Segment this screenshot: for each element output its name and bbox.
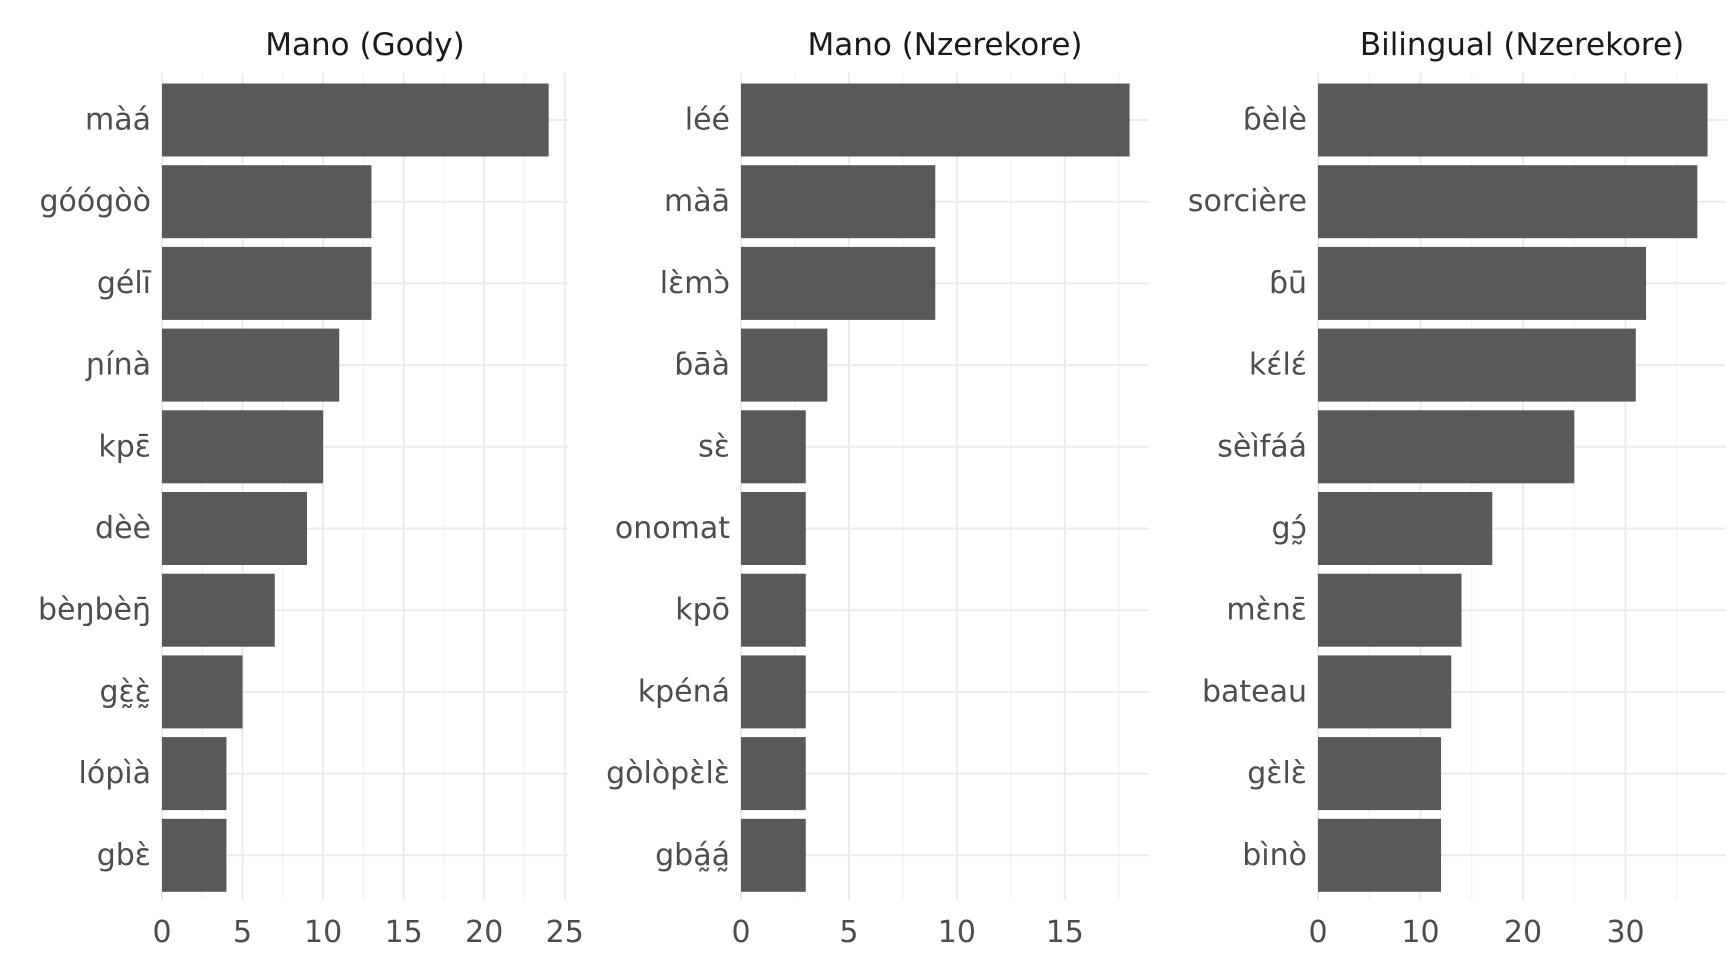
- bar-2: [162, 165, 372, 239]
- bar-10: [162, 818, 227, 892]
- bar-1: [162, 83, 549, 157]
- panel-3: ɓèlè sorcière ɓū kɛ́lɛ́ sèìfáá gɔ̰́ mɛ̀nɛ̄ bate…: [1188, 27, 1726, 950]
- category-label: gbá̰á̰: [655, 838, 730, 873]
- category-label: mɛ̀nɛ̄: [1226, 593, 1307, 628]
- category-label: dèè: [95, 511, 151, 546]
- bar-3: [1318, 246, 1647, 320]
- bar-6: [1318, 492, 1493, 565]
- bar-4: [1318, 328, 1636, 402]
- bar-9: [1318, 737, 1442, 811]
- category-label: gélī: [97, 266, 152, 301]
- category-label: bèŋbèŋ̄: [38, 593, 151, 628]
- x-tick-label: 0: [731, 915, 750, 950]
- x-tick-label: 10: [938, 915, 976, 950]
- x-tick-label: 5: [839, 915, 858, 950]
- category-label: ɓèlè: [1243, 103, 1307, 138]
- category-label: màā: [664, 184, 730, 219]
- category-label: lɛ̀mɔ̀: [660, 266, 730, 301]
- bar-1: [741, 83, 1130, 157]
- category-label: kpō: [675, 593, 730, 628]
- bar-4: [162, 328, 340, 402]
- bar-4: [741, 328, 828, 402]
- category-label: lópìà: [79, 756, 151, 791]
- bar-5: [162, 410, 324, 484]
- category-label: gɛ̰̀ɛ̰̀: [100, 674, 151, 709]
- x-tick-label: 15: [1046, 915, 1084, 950]
- category-label: onomat: [615, 511, 730, 546]
- category-label: gɛ̀lɛ̀: [1247, 756, 1307, 791]
- x-tick-label: 0: [152, 915, 171, 950]
- bar-7: [162, 573, 275, 647]
- panel-2: léé màā lɛ̀mɔ̀ ɓāà sɛ̀ onomat kpō kpéná gòlòpɛ̀l…: [606, 27, 1149, 950]
- bar-7: [741, 573, 806, 647]
- category-label: gɔ̰́: [1271, 511, 1307, 546]
- category-label: kpɛ̄: [98, 429, 151, 464]
- x-tick-label: 10: [304, 915, 342, 950]
- bar-8: [162, 655, 243, 729]
- panel-title: Bilingual (Nzerekore): [1360, 27, 1684, 63]
- bar-9: [741, 737, 806, 811]
- category-label: góógòò: [39, 184, 151, 219]
- category-label: màá: [85, 103, 151, 138]
- category-label: sorcière: [1188, 184, 1307, 219]
- bar-7: [1318, 573, 1462, 647]
- category-label: léé: [685, 103, 730, 138]
- panel-title: Mano (Gody): [265, 27, 464, 63]
- category-label: ɓū: [1269, 266, 1307, 301]
- x-tick-label: 25: [546, 915, 584, 950]
- bar-9: [162, 737, 227, 811]
- category-label: kɛ́lɛ́: [1249, 348, 1307, 383]
- bar-10: [741, 818, 806, 892]
- bar-5: [741, 410, 806, 484]
- bar-2: [741, 165, 936, 239]
- bar-8: [741, 655, 806, 729]
- category-label: ɓāà: [674, 348, 730, 383]
- x-tick-label: 30: [1606, 915, 1644, 950]
- category-label: gòlòpɛ̀lɛ̀: [606, 756, 730, 791]
- x-tick-label: 20: [1504, 915, 1542, 950]
- category-label: bìnò: [1242, 838, 1307, 873]
- bar-8: [1318, 655, 1452, 729]
- bar-3: [162, 246, 372, 320]
- category-label: kpéná: [638, 674, 730, 709]
- category-label: gbɛ̀: [97, 838, 151, 873]
- bar-6: [741, 492, 806, 565]
- bar-2: [1318, 165, 1698, 239]
- x-tick-label: 10: [1401, 915, 1439, 950]
- x-tick-label: 0: [1308, 915, 1327, 950]
- x-tick-label: 5: [233, 915, 252, 950]
- x-tick-label: 20: [465, 915, 503, 950]
- x-tick-label: 15: [385, 915, 423, 950]
- bar-1: [1318, 83, 1708, 157]
- bar-3: [741, 246, 936, 320]
- bar-6: [162, 492, 307, 565]
- panel-title: Mano (Nzerekore): [807, 27, 1082, 63]
- category-label: sèìfáá: [1217, 429, 1307, 464]
- bar-10: [1318, 818, 1442, 892]
- category-label: bateau: [1202, 674, 1307, 709]
- category-label: sɛ̀: [698, 429, 730, 464]
- bar-5: [1318, 410, 1575, 484]
- panel-1: màá góógòò gélī ɲínà kpɛ̄ dèè bèŋbèŋ̄ gɛ̰̀ɛ̰̀ ló…: [38, 27, 584, 950]
- category-label: ɲínà: [85, 348, 151, 383]
